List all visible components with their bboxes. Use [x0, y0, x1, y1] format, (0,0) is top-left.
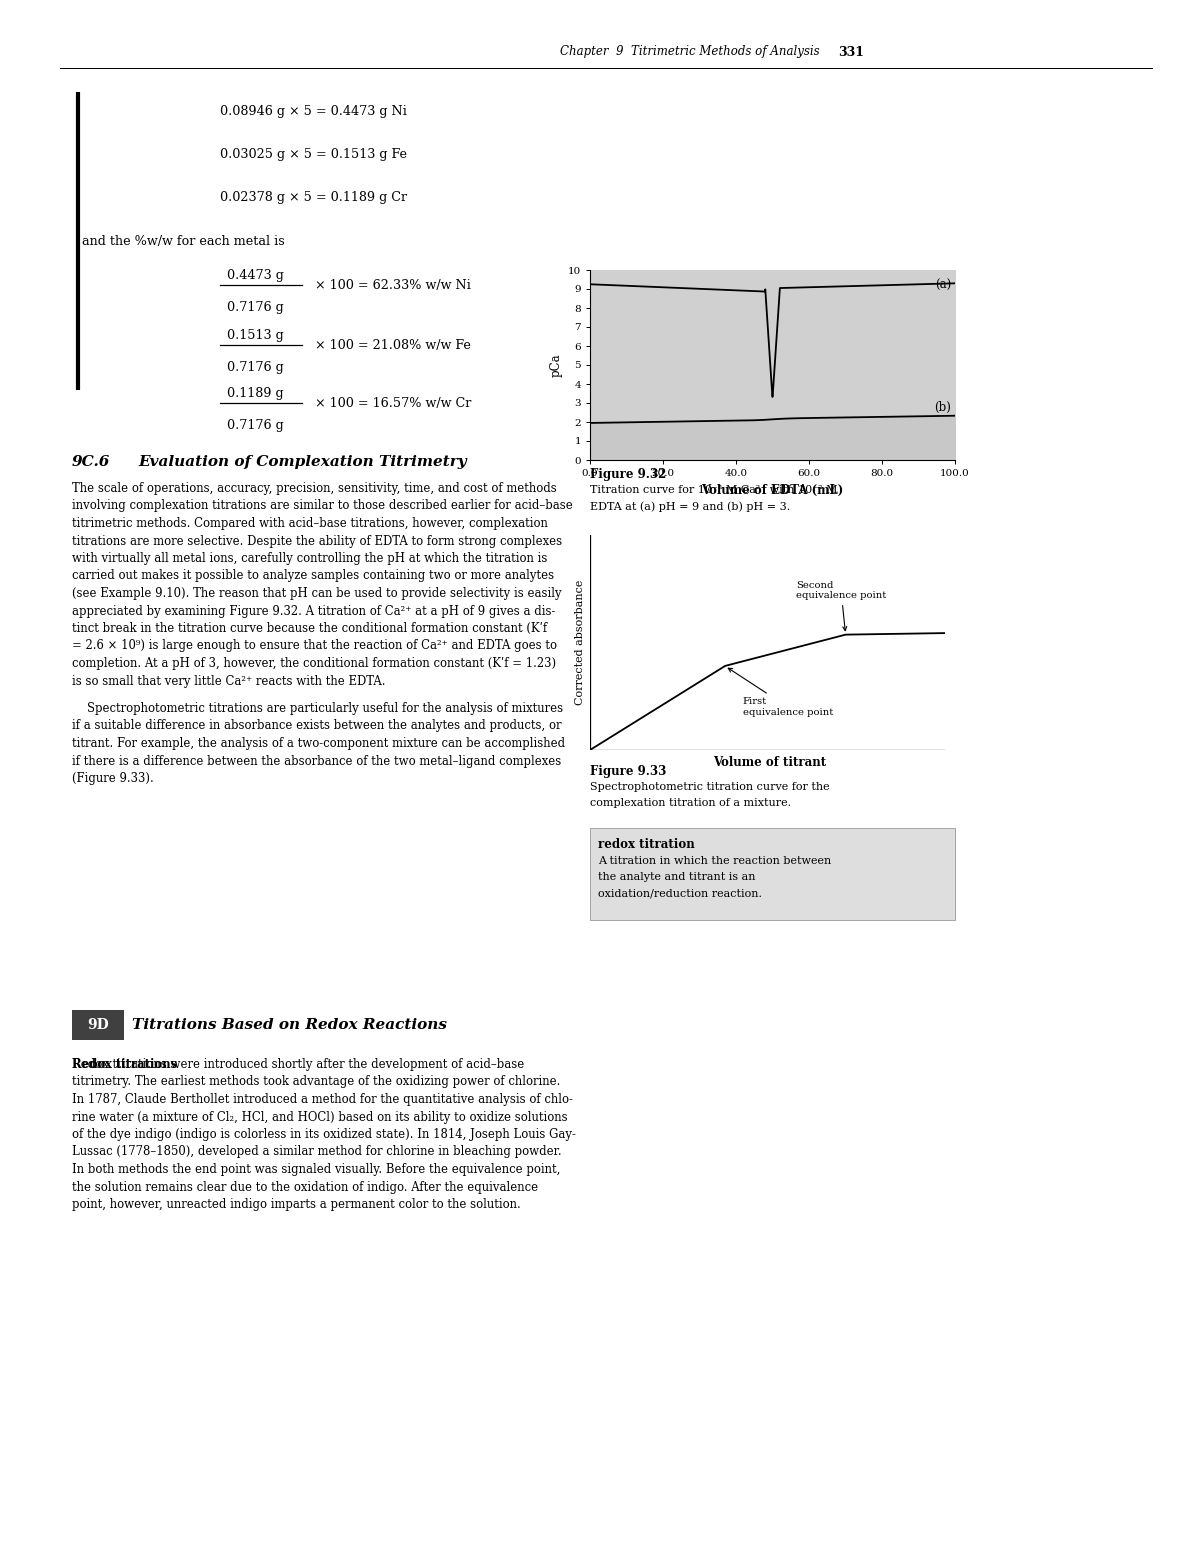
- Text: × 100 = 21.08% w/w Fe: × 100 = 21.08% w/w Fe: [314, 339, 470, 351]
- Text: × 100 = 62.33% w/w Ni: × 100 = 62.33% w/w Ni: [314, 278, 470, 292]
- Text: with virtually all metal ions, carefully controlling the pH at which the titrati: with virtually all metal ions, carefully…: [72, 551, 547, 565]
- Text: × 100 = 16.57% w/w Cr: × 100 = 16.57% w/w Cr: [314, 396, 472, 410]
- Text: 331: 331: [838, 45, 864, 59]
- Text: 0.7176 g: 0.7176 g: [227, 360, 283, 374]
- Text: Figure 9.32: Figure 9.32: [590, 467, 666, 481]
- Text: EDTA at (a) pH = 9 and (b) pH = 3.: EDTA at (a) pH = 9 and (b) pH = 3.: [590, 502, 791, 511]
- Text: (b): (b): [935, 401, 952, 415]
- Text: 0.1513 g: 0.1513 g: [227, 329, 283, 342]
- Text: Figure 9.33: Figure 9.33: [590, 766, 666, 778]
- Text: redox titration: redox titration: [598, 839, 695, 851]
- Text: if there is a difference between the absorbance of the two metal–ligand complexe: if there is a difference between the abs…: [72, 755, 562, 767]
- Text: rine water (a mixture of Cl₂, HCl, and HOCl) based on its ability to oxidize sol: rine water (a mixture of Cl₂, HCl, and H…: [72, 1110, 568, 1123]
- Text: titrations are more selective. Despite the ability of EDTA to form strong comple: titrations are more selective. Despite t…: [72, 534, 562, 548]
- Text: titrant. For example, the analysis of a two-component mixture can be accomplishe: titrant. For example, the analysis of a …: [72, 738, 565, 750]
- Text: 0.4473 g: 0.4473 g: [227, 269, 284, 283]
- Text: titrimetric methods. Compared with acid–base titrations, however, complexation: titrimetric methods. Compared with acid–…: [72, 517, 548, 530]
- Text: complexation titration of a mixture.: complexation titration of a mixture.: [590, 798, 791, 808]
- Text: 0.1189 g: 0.1189 g: [227, 387, 283, 401]
- Text: = 2.6 × 10⁹) is large enough to ensure that the reaction of Ca²⁺ and EDTA goes t: = 2.6 × 10⁹) is large enough to ensure t…: [72, 640, 557, 652]
- Text: First
equivalence point: First equivalence point: [728, 668, 833, 716]
- Text: Titration curve for 10⁻² M Ca²⁺ with 10⁻² M: Titration curve for 10⁻² M Ca²⁺ with 10⁻…: [590, 485, 838, 495]
- Text: the solution remains clear due to the oxidation of indigo. After the equivalence: the solution remains clear due to the ox…: [72, 1180, 538, 1194]
- FancyBboxPatch shape: [590, 828, 955, 919]
- Text: is so small that very little Ca²⁺ reacts with the EDTA.: is so small that very little Ca²⁺ reacts…: [72, 674, 385, 688]
- Text: appreciated by examining Figure 9.32. A titration of Ca²⁺ at a pH of 9 gives a d: appreciated by examining Figure 9.32. A …: [72, 604, 556, 618]
- Text: A titration in which the reaction between: A titration in which the reaction betwee…: [598, 856, 832, 867]
- Text: Spectrophotometric titration curve for the: Spectrophotometric titration curve for t…: [590, 783, 829, 792]
- Text: Volume of titrant: Volume of titrant: [714, 756, 827, 769]
- Text: (see Example 9.10). The reason that pH can be used to provide selectivity is eas: (see Example 9.10). The reason that pH c…: [72, 587, 562, 599]
- Text: Redox titrations were introduced shortly after the development of acid–base: Redox titrations were introduced shortly…: [72, 1058, 524, 1072]
- Text: (Figure 9.33).: (Figure 9.33).: [72, 772, 154, 784]
- Text: Evaluation of Complexation Titrimetry: Evaluation of Complexation Titrimetry: [138, 455, 467, 469]
- Text: Redox titrations: Redox titrations: [72, 1058, 178, 1072]
- Text: 0.03025 g × 5 = 0.1513 g Fe: 0.03025 g × 5 = 0.1513 g Fe: [220, 148, 407, 162]
- Text: Lussac (1778–1850), developed a similar method for chlorine in bleaching powder.: Lussac (1778–1850), developed a similar …: [72, 1146, 562, 1159]
- Text: if a suitable difference in absorbance exists between the analytes and products,: if a suitable difference in absorbance e…: [72, 719, 562, 733]
- Text: Second
equivalence point: Second equivalence point: [796, 581, 886, 631]
- Text: In both methods the end point was signaled visually. Before the equivalence poin: In both methods the end point was signal…: [72, 1163, 560, 1176]
- Text: completion. At a pH of 3, however, the conditional formation constant (Kʹf = 1.2: completion. At a pH of 3, however, the c…: [72, 657, 556, 669]
- Y-axis label: pCa: pCa: [550, 353, 562, 377]
- Text: 0.7176 g: 0.7176 g: [227, 419, 283, 432]
- Text: oxidation/reduction reaction.: oxidation/reduction reaction.: [598, 888, 762, 898]
- Text: point, however, unreacted indigo imparts a permanent color to the solution.: point, however, unreacted indigo imparts…: [72, 1197, 521, 1211]
- Text: the analyte and titrant is an: the analyte and titrant is an: [598, 871, 756, 882]
- Text: Spectrophotometric titrations are particularly useful for the analysis of mixtur: Spectrophotometric titrations are partic…: [72, 702, 563, 714]
- Text: and the %w/w for each metal is: and the %w/w for each metal is: [82, 235, 284, 248]
- Text: The scale of operations, accuracy, precision, sensitivity, time, and cost of met: The scale of operations, accuracy, preci…: [72, 481, 557, 495]
- Text: carried out makes it possible to analyze samples containing two or more analytes: carried out makes it possible to analyze…: [72, 570, 554, 582]
- Text: 0.08946 g × 5 = 0.4473 g Ni: 0.08946 g × 5 = 0.4473 g Ni: [220, 106, 407, 118]
- Text: 9C.6: 9C.6: [72, 455, 110, 469]
- Text: 0.7176 g: 0.7176 g: [227, 301, 283, 314]
- X-axis label: Volume of EDTA (mL): Volume of EDTA (mL): [701, 483, 844, 497]
- Text: involving complexation titrations are similar to those described earlier for aci: involving complexation titrations are si…: [72, 500, 572, 512]
- Text: titrimetry. The earliest methods took advantage of the oxidizing power of chlori: titrimetry. The earliest methods took ad…: [72, 1076, 560, 1089]
- Text: 9D: 9D: [88, 1019, 109, 1033]
- Text: (a): (a): [935, 278, 952, 292]
- Text: In 1787, Claude Berthollet introduced a method for the quantitative analysis of : In 1787, Claude Berthollet introduced a …: [72, 1093, 572, 1106]
- Text: 0.02378 g × 5 = 0.1189 g Cr: 0.02378 g × 5 = 0.1189 g Cr: [220, 191, 407, 203]
- FancyBboxPatch shape: [72, 1009, 124, 1041]
- Text: of the dye indigo (indigo is colorless in its oxidized state). In 1814, Joseph L: of the dye indigo (indigo is colorless i…: [72, 1127, 576, 1141]
- Text: Chapter  9  Titrimetric Methods of Analysis: Chapter 9 Titrimetric Methods of Analysi…: [560, 45, 835, 59]
- Text: Corrected absorbance: Corrected absorbance: [575, 579, 586, 705]
- Text: Titrations Based on Redox Reactions: Titrations Based on Redox Reactions: [132, 1019, 446, 1033]
- Text: tinct break in the titration curve because the conditional formation constant (K: tinct break in the titration curve becau…: [72, 623, 547, 635]
